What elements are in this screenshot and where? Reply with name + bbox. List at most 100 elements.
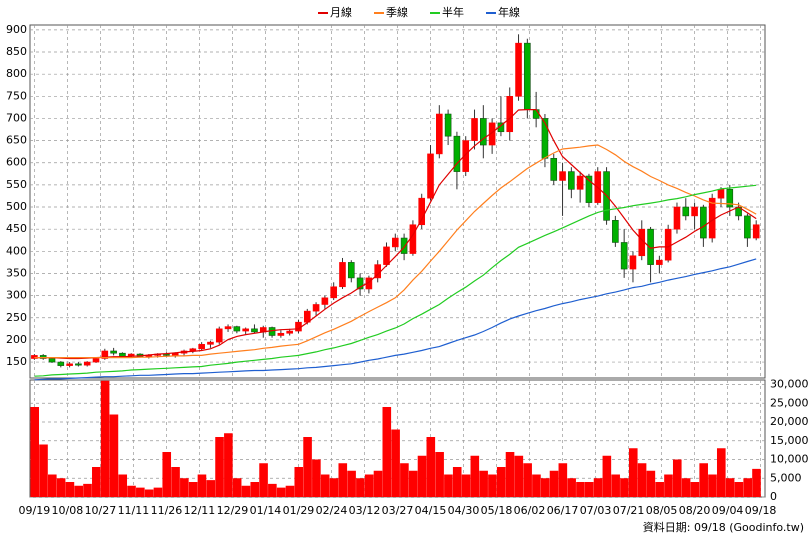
volume-bar <box>48 474 57 497</box>
candle-body <box>119 352 126 357</box>
x-tick-label: 06/02 <box>514 504 546 517</box>
x-tick-label: 12/11 <box>184 504 216 517</box>
y-tick-label: 30,000 <box>770 378 808 391</box>
x-tick-label: 09/19 <box>19 504 51 517</box>
candle-body <box>400 237 408 254</box>
candle-body <box>251 328 258 333</box>
x-tick-label: 11/11 <box>118 504 150 517</box>
candle-body <box>436 113 443 155</box>
volume-bar <box>725 478 735 497</box>
candle-body <box>427 153 434 199</box>
candle-body <box>612 220 619 243</box>
candle-body <box>629 255 637 270</box>
candle-body <box>83 361 91 366</box>
x-tick-label: 04/15 <box>415 504 447 517</box>
y-tick-label: 300 <box>6 289 27 302</box>
volume-bar <box>716 448 726 497</box>
legend-label: 年線 <box>498 5 520 19</box>
candle-body <box>286 330 293 334</box>
volume-bar <box>752 468 761 497</box>
candle-body <box>339 262 346 288</box>
x-tick-label: 06/17 <box>547 504 579 517</box>
candle-body <box>444 113 452 137</box>
volume-bar <box>180 478 189 497</box>
volume-bar <box>118 474 128 497</box>
volume-bar <box>215 437 224 497</box>
candle-body <box>471 118 478 141</box>
candle-body <box>506 96 514 133</box>
volume-bar <box>514 455 524 497</box>
candle-body <box>39 355 47 359</box>
volume-bar <box>74 485 84 497</box>
x-tick-label: 07/03 <box>580 504 612 517</box>
volume-bar <box>628 448 638 497</box>
volume-bar <box>452 467 462 497</box>
candle-body <box>48 358 56 363</box>
candle-body <box>559 171 566 181</box>
y-tick-label: 450 <box>6 222 27 235</box>
x-tick-label: 05/18 <box>481 504 513 517</box>
x-tick-label: 03/27 <box>382 504 414 517</box>
volume-bar <box>320 474 330 497</box>
volume-bar <box>92 467 101 497</box>
candle-body <box>57 361 65 366</box>
candle-body <box>391 237 399 248</box>
candle-body <box>383 246 390 265</box>
x-tick-label: 04/30 <box>448 504 480 517</box>
volume-bar <box>681 478 691 497</box>
volume-bar <box>532 474 541 497</box>
volume-bar <box>364 474 374 497</box>
volume-bar <box>400 463 409 497</box>
candle-body <box>110 350 117 354</box>
x-tick-label: 10/08 <box>52 504 84 517</box>
candle-body <box>541 118 549 159</box>
volume-bar <box>611 474 620 497</box>
x-tick-label: 08/05 <box>646 504 678 517</box>
x-tick-label: 02/24 <box>316 504 348 517</box>
volume-bar <box>391 429 400 497</box>
y-tick-label: 550 <box>6 178 27 191</box>
candle-body <box>682 206 690 217</box>
volume-bar <box>540 478 550 497</box>
candle-body <box>66 363 73 366</box>
ma-line <box>34 144 757 359</box>
y-tick-label: 0 <box>770 490 777 503</box>
volume-bar <box>444 474 453 497</box>
volume-bar <box>417 455 427 497</box>
candle-body <box>664 228 672 261</box>
volume-bar <box>30 407 40 497</box>
candle-body <box>647 228 654 265</box>
candle-body <box>312 304 320 312</box>
volume-bar <box>136 487 145 497</box>
x-tick-label: 07/21 <box>613 504 645 517</box>
volume-bar <box>294 467 304 497</box>
volume-bar <box>672 459 682 497</box>
volume-bar <box>276 487 286 497</box>
volume-bar <box>382 407 392 497</box>
y-tick-label: 350 <box>6 266 27 279</box>
volume-bar <box>743 478 752 497</box>
y-tick-label: 650 <box>6 134 27 147</box>
candle-body <box>75 363 82 366</box>
candle-body <box>576 175 584 190</box>
candle-body <box>453 135 461 172</box>
volume-bar <box>268 483 277 497</box>
y-tick-label: 250 <box>6 311 27 324</box>
volume-bar <box>620 478 629 497</box>
volume-bar <box>56 478 66 497</box>
volume-bar <box>206 480 216 497</box>
x-tick-label: 10/27 <box>85 504 117 517</box>
candle-body <box>673 206 681 230</box>
volume-bar <box>426 437 436 497</box>
candle-body <box>488 122 496 146</box>
y-tick-label: 700 <box>6 111 27 124</box>
legend-label: 月線 <box>330 5 352 19</box>
candle-body <box>700 206 707 239</box>
candle-body <box>744 215 751 239</box>
candle-body <box>550 158 558 181</box>
volume-bar <box>549 470 559 497</box>
candle-body <box>207 341 214 345</box>
volume-bar <box>162 452 172 497</box>
x-tick-label: 09/18 <box>745 504 777 517</box>
